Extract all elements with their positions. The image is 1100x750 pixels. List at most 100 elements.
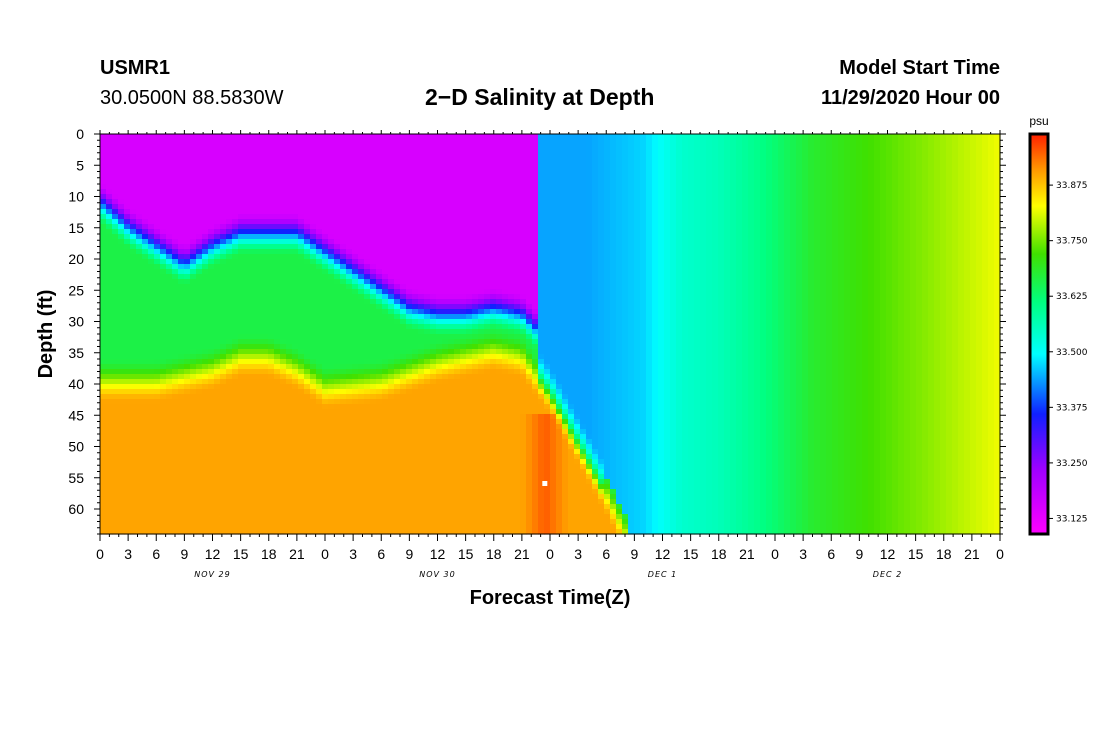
heatmap-cell xyxy=(202,249,209,255)
heatmap-cell xyxy=(454,499,461,505)
heatmap-cell xyxy=(442,309,449,315)
heatmap-cell xyxy=(466,309,473,315)
heatmap-cell xyxy=(208,299,215,305)
heatmap-cell xyxy=(214,239,221,245)
heatmap-cell xyxy=(184,284,191,290)
heatmap-cell xyxy=(310,329,317,335)
heatmap-cell xyxy=(346,149,353,155)
heatmap-cell xyxy=(280,364,287,370)
heatmap-cell xyxy=(292,449,299,455)
heatmap-cell xyxy=(106,404,113,410)
heatmap-cell xyxy=(406,409,413,415)
heatmap-cell xyxy=(178,424,185,430)
heatmap-cell xyxy=(454,514,461,520)
heatmap-cell xyxy=(448,424,455,430)
heatmap-cell xyxy=(460,139,467,145)
heatmap-cell xyxy=(334,404,341,410)
heatmap-cell xyxy=(310,344,317,350)
heatmap-cell xyxy=(382,389,389,395)
heatmap-cell xyxy=(100,269,107,275)
heatmap-cell xyxy=(436,249,443,255)
heatmap-cell xyxy=(448,514,455,520)
heatmap-cell xyxy=(370,444,377,450)
heatmap-cell xyxy=(328,189,335,195)
heatmap-cell xyxy=(304,369,311,375)
heatmap-cell xyxy=(388,224,395,230)
heatmap-cell xyxy=(208,454,215,460)
heatmap-cell xyxy=(238,189,245,195)
heatmap-cell xyxy=(208,459,215,465)
heatmap-cell xyxy=(142,274,149,280)
heatmap-cell xyxy=(172,459,179,465)
heatmap-cell xyxy=(460,424,467,430)
heatmap-cell xyxy=(106,489,113,495)
heatmap-cell xyxy=(196,339,203,345)
heatmap-cell xyxy=(148,164,155,170)
heatmap-cell xyxy=(232,204,239,210)
heatmap-cell xyxy=(346,169,353,175)
heatmap-cell xyxy=(172,229,179,235)
heatmap-cell xyxy=(454,159,461,165)
heatmap-cell xyxy=(322,514,329,520)
heatmap-cell xyxy=(340,409,347,415)
heatmap-cell xyxy=(406,494,413,500)
heatmap-cell xyxy=(268,474,275,480)
heatmap-cell xyxy=(130,454,137,460)
heatmap-cell xyxy=(304,499,311,505)
heatmap-cell xyxy=(190,354,197,360)
heatmap-cell xyxy=(370,519,377,525)
heatmap-cell xyxy=(400,314,407,320)
heatmap-cell xyxy=(232,309,239,315)
heatmap-cell xyxy=(292,529,299,535)
heatmap-cell xyxy=(160,239,167,245)
heatmap-cell xyxy=(310,374,317,380)
heatmap-cell xyxy=(280,304,287,310)
heatmap-cell xyxy=(208,474,215,480)
heatmap-cell xyxy=(352,244,359,250)
heatmap-cell xyxy=(412,324,419,330)
heatmap-cell xyxy=(328,224,335,230)
heatmap-cell xyxy=(406,244,413,250)
heatmap-cell xyxy=(232,174,239,180)
heatmap-cell xyxy=(442,209,449,215)
heatmap-cell xyxy=(172,344,179,350)
heatmap-cell xyxy=(460,354,467,360)
heatmap-cell xyxy=(196,219,203,225)
heatmap-cell xyxy=(196,239,203,245)
heatmap-cell xyxy=(256,404,263,410)
heatmap-cell xyxy=(328,524,335,530)
heatmap-cell xyxy=(112,289,119,295)
heatmap-cell xyxy=(436,489,443,495)
heatmap-cell xyxy=(142,444,149,450)
heatmap-cell xyxy=(472,239,479,245)
heatmap-cell xyxy=(442,254,449,260)
heatmap-cell xyxy=(226,479,233,485)
heatmap-cell xyxy=(310,164,317,170)
heatmap-cell xyxy=(106,184,113,190)
heatmap-cell xyxy=(418,474,425,480)
heatmap-cell xyxy=(130,429,137,435)
heatmap-cell xyxy=(130,514,137,520)
heatmap-cell xyxy=(310,179,317,185)
heatmap-cell xyxy=(382,489,389,495)
heatmap-cell xyxy=(286,149,293,155)
heatmap-cell xyxy=(430,299,437,305)
heatmap-cell xyxy=(322,139,329,145)
heatmap-cell xyxy=(106,164,113,170)
heatmap-cell xyxy=(400,324,407,330)
heatmap-cell xyxy=(148,459,155,465)
heatmap-cell xyxy=(226,284,233,290)
heatmap-cell xyxy=(310,334,317,340)
heatmap-cell xyxy=(430,214,437,220)
heatmap-cell xyxy=(136,429,143,435)
heatmap-cell xyxy=(322,244,329,250)
heatmap-cell xyxy=(154,359,161,365)
heatmap-cell xyxy=(190,229,197,235)
heatmap-cell xyxy=(310,379,317,385)
heatmap-cell xyxy=(310,169,317,175)
heatmap-cell xyxy=(208,249,215,255)
heatmap-cell xyxy=(466,519,473,525)
heatmap-cell xyxy=(304,459,311,465)
heatmap-cell xyxy=(160,379,167,385)
heatmap-cell xyxy=(394,184,401,190)
